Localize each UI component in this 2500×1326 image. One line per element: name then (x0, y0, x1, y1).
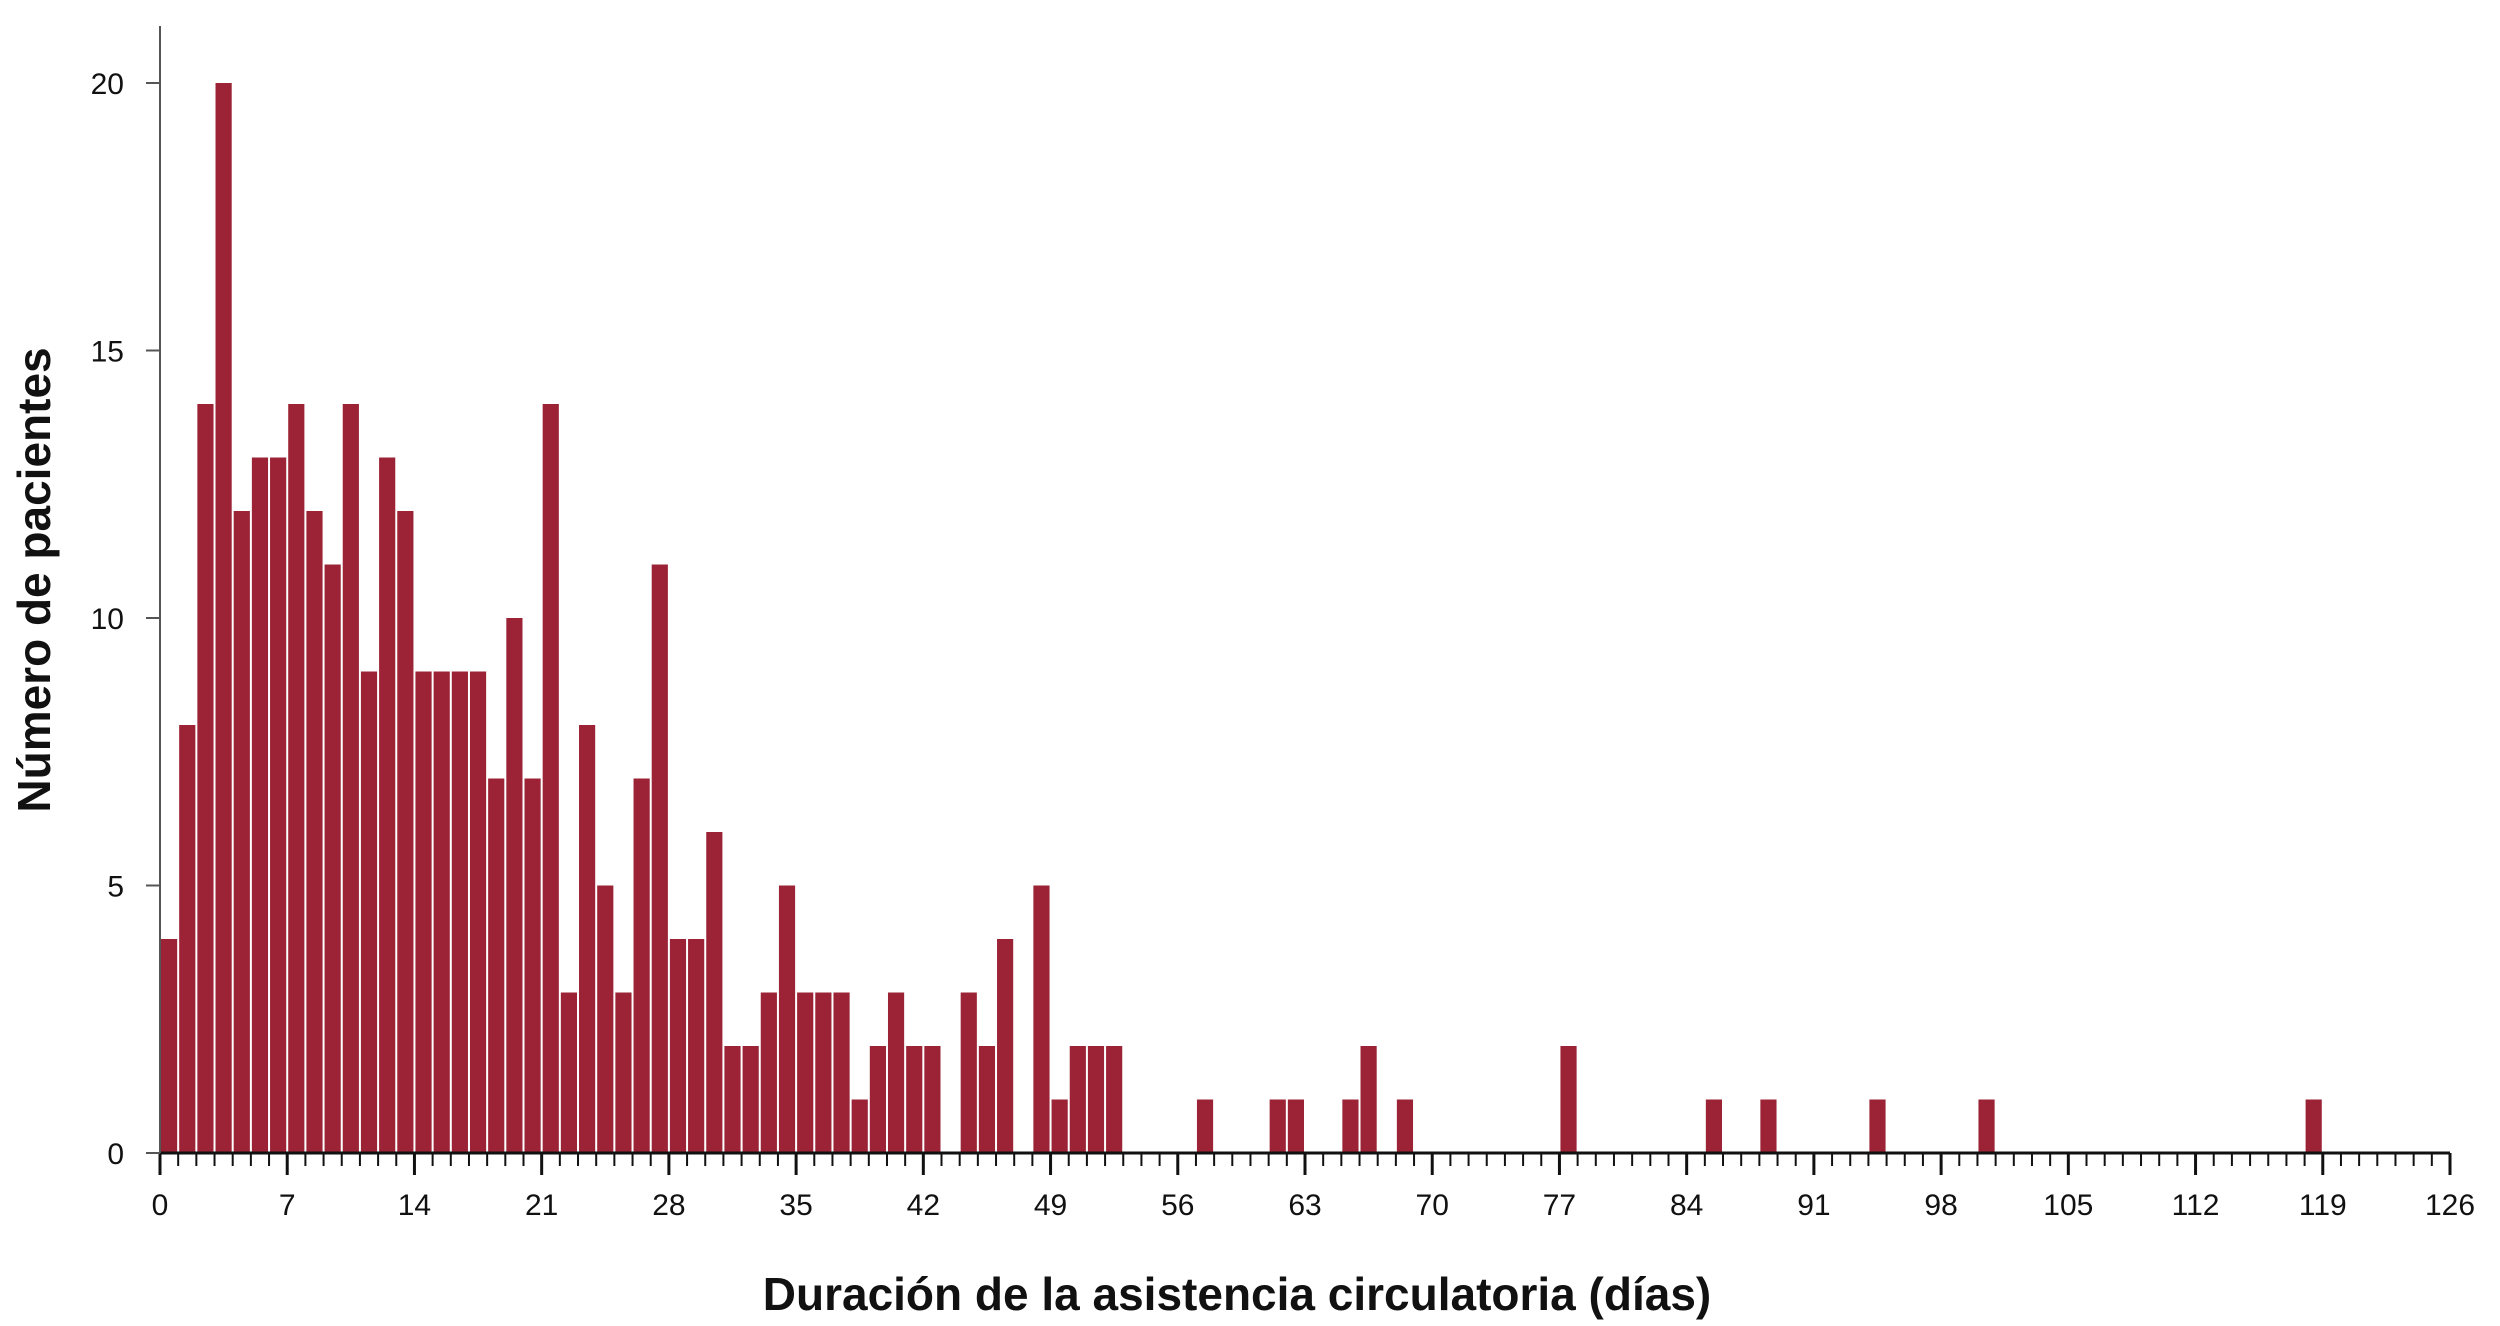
x-tick-label: 28 (652, 1189, 685, 1222)
y-axis-title: Número de pacientes (8, 347, 60, 812)
y-tick-label: 5 (107, 871, 124, 904)
y-tick-label: 15 (91, 336, 124, 369)
bar (342, 404, 359, 1153)
bar (2305, 1099, 2322, 1153)
bar (360, 671, 378, 1153)
x-tick-label: 49 (1034, 1189, 1067, 1222)
bar (997, 939, 1014, 1153)
bar (651, 564, 668, 1153)
bar (1269, 1099, 1286, 1153)
bar (251, 457, 269, 1153)
bar (579, 725, 596, 1153)
bar (688, 939, 705, 1153)
bar (724, 1046, 741, 1153)
y-tick-label: 10 (91, 603, 124, 636)
x-tick-label: 105 (2043, 1189, 2093, 1222)
bar (1342, 1099, 1359, 1153)
bar (451, 671, 468, 1153)
x-tick-label: 112 (2172, 1189, 2220, 1222)
x-tick-label: 14 (398, 1189, 431, 1222)
bar (778, 885, 796, 1153)
x-tick-label: 70 (1416, 1189, 1449, 1222)
bar (978, 1046, 996, 1153)
bar (488, 778, 505, 1153)
bar (1106, 1046, 1123, 1153)
bar (161, 939, 178, 1153)
x-tick-label: 35 (779, 1189, 812, 1222)
x-tick-label: 84 (1670, 1189, 1703, 1222)
bar (887, 992, 905, 1153)
bar (1705, 1099, 1723, 1153)
bar (1360, 1046, 1377, 1153)
x-tick-label: 91 (1797, 1189, 1830, 1222)
bar (324, 564, 341, 1153)
bar (706, 832, 723, 1153)
bar (815, 992, 832, 1153)
bar (669, 939, 687, 1153)
bar (397, 511, 414, 1153)
y-tick-label: 20 (91, 68, 124, 101)
x-tick-label: 42 (907, 1189, 940, 1222)
bar (1396, 1099, 1414, 1153)
bar (1033, 885, 1050, 1153)
bar (506, 618, 523, 1153)
bar (833, 992, 850, 1153)
bar (1978, 1099, 1995, 1153)
x-tick-label: 77 (1543, 1189, 1576, 1222)
y-tick-label: 0 (107, 1138, 124, 1171)
bar (760, 992, 777, 1153)
x-tick-label: 119 (2299, 1189, 2347, 1222)
bar (215, 83, 232, 1153)
bar (1560, 1046, 1577, 1153)
bar (797, 992, 814, 1153)
bar (1087, 1046, 1105, 1153)
x-tick-label: 98 (1924, 1189, 1957, 1222)
x-tick-label: 0 (152, 1189, 169, 1222)
x-tick-label: 7 (279, 1189, 296, 1222)
bar (1051, 1099, 1068, 1153)
bar (597, 885, 614, 1153)
bar (1069, 1046, 1086, 1153)
bar (924, 1046, 941, 1153)
bar (742, 1046, 759, 1153)
y-ticks-group: 0 5 10 15 20 (91, 68, 160, 1171)
bar (960, 992, 977, 1153)
bar (1760, 1099, 1777, 1153)
bar (270, 457, 287, 1153)
bar (906, 1046, 923, 1153)
bar (379, 457, 396, 1153)
bar (233, 511, 250, 1153)
bar (197, 404, 214, 1153)
bars-group (161, 83, 2322, 1153)
bar (869, 1046, 886, 1153)
bar (633, 778, 650, 1153)
bar (1287, 1099, 1304, 1153)
bar (288, 404, 305, 1153)
bar (433, 671, 450, 1153)
bar (851, 1099, 868, 1153)
bar (615, 992, 632, 1153)
bar (469, 671, 487, 1153)
bar (542, 404, 559, 1153)
bar (306, 511, 323, 1153)
bar (524, 778, 541, 1153)
bar (179, 725, 196, 1153)
x-tick-label: 126 (2425, 1189, 2475, 1222)
x-tick-label: 21 (525, 1189, 558, 1222)
bar (1869, 1099, 1886, 1153)
bar (1196, 1099, 1214, 1153)
x-ticks-group: 0 7 14 21 28 35 42 49 56 63 70 77 84 91 98 105 112 119 126 (152, 1153, 2475, 1222)
x-axis-title: Duración de la asistencia circulatoria (… (763, 1268, 1711, 1320)
x-tick-label: 63 (1288, 1189, 1321, 1222)
bar (415, 671, 432, 1153)
x-tick-label: 56 (1161, 1189, 1194, 1222)
bar (560, 992, 578, 1153)
